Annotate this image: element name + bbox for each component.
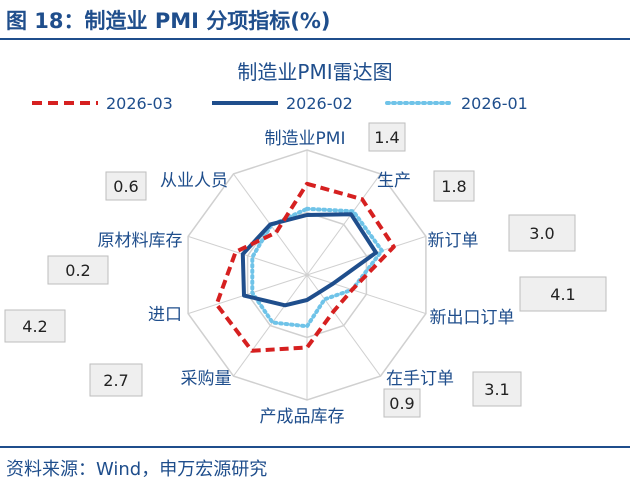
axis-label: 在手订单 — [386, 369, 454, 389]
series-line-2026-02 — [240, 212, 378, 308]
axis-label: 生产 — [377, 171, 411, 191]
grid-spoke — [306, 173, 381, 276]
axis-label: 原材料库存 — [98, 231, 183, 251]
value-label: 3.1 — [484, 380, 509, 399]
title-rule — [0, 38, 630, 40]
value-box — [4, 309, 66, 343]
legend-item-2026-02: 2026-02 — [210, 92, 353, 114]
header: 图 18：制造业 PMI 分项指标(%) — [0, 0, 630, 38]
axis-label: 从业人员 — [160, 171, 228, 191]
legend-swatch-dotted — [385, 101, 455, 105]
value-label: 0.2 — [65, 261, 90, 280]
value-label: 4.2 — [22, 317, 47, 336]
axis-label: 制造业PMI — [265, 129, 346, 149]
axis-label: 采购量 — [181, 369, 232, 389]
series-line-2026-01 — [250, 206, 384, 329]
axis-label: 新订单 — [428, 231, 479, 251]
grid-spoke — [306, 235, 427, 276]
value-box — [105, 171, 147, 201]
axis-label: 产成品库存 — [260, 407, 345, 427]
grid-spoke — [306, 274, 427, 315]
legend-label: 2026-01 — [461, 93, 528, 113]
legend-item-2026-01: 2026-01 — [385, 92, 528, 114]
axis-label: 进口 — [148, 305, 182, 325]
value-label: 2.7 — [103, 371, 128, 390]
axis-label: 新出口订单 — [430, 308, 515, 328]
value-box — [368, 122, 406, 152]
legend-item-2026-03: 2026-03 — [30, 92, 173, 114]
value-label: 1.8 — [441, 177, 466, 196]
value-box — [508, 214, 576, 252]
value-label: 4.1 — [550, 285, 575, 304]
legend: 2026-03 2026-02 2026-01 — [0, 92, 630, 114]
legend-swatch-dashed — [32, 101, 98, 105]
value-box — [472, 371, 522, 407]
grid-spoke — [187, 235, 308, 276]
value-box — [519, 276, 607, 312]
legend-swatch-solid — [212, 101, 278, 105]
grid-spoke — [306, 274, 381, 377]
value-label: 0.9 — [389, 394, 414, 413]
source-note: 资料来源：Wind，申万宏源研究 — [6, 459, 268, 480]
grid-spoke — [233, 274, 308, 377]
chart-title: 制造业PMI雷达图 — [237, 60, 393, 84]
value-box — [47, 255, 109, 285]
value-label: 1.4 — [374, 128, 399, 147]
footer-rule — [0, 446, 630, 448]
value-box — [383, 388, 421, 418]
figure-title: 图 18：制造业 PMI 分项指标(%) — [6, 9, 331, 33]
value-label: 3.0 — [529, 224, 554, 243]
legend-label: 2026-03 — [106, 93, 173, 113]
value-label: 0.6 — [113, 177, 138, 196]
value-box — [89, 363, 143, 397]
legend-label: 2026-02 — [286, 93, 353, 113]
value-box — [433, 170, 475, 202]
